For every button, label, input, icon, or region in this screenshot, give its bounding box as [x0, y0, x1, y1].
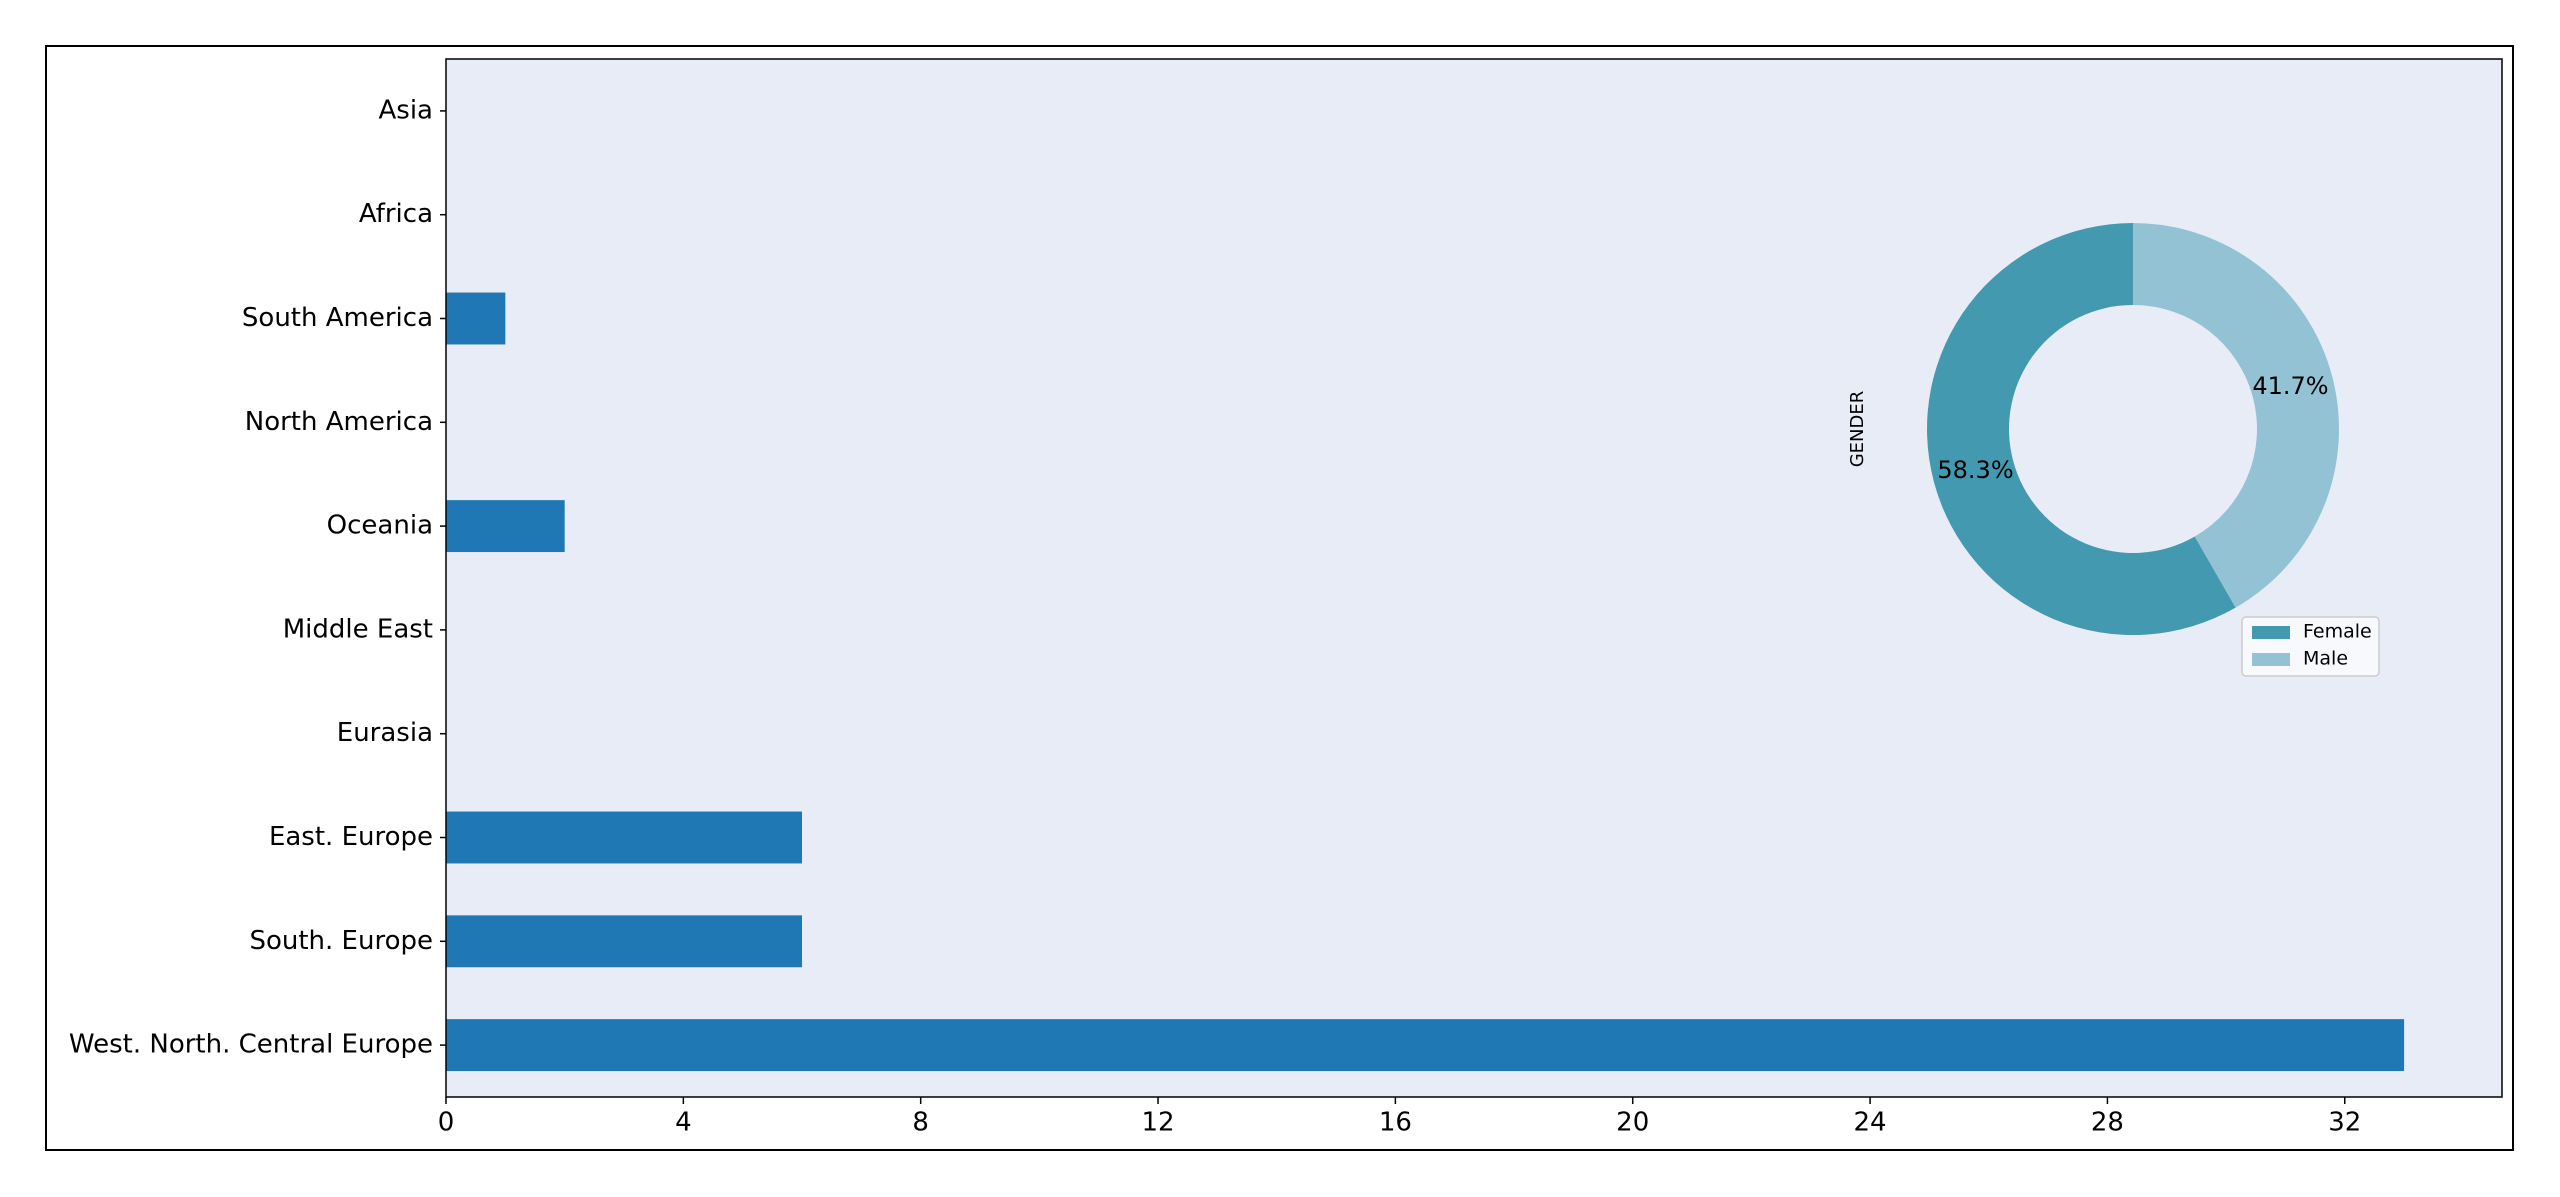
bar — [446, 811, 803, 864]
y-tick-label: Asia — [379, 95, 434, 125]
y-tick-label: West. North. Central Europe — [69, 1030, 433, 1060]
bar — [446, 915, 803, 968]
x-tick-label: 8 — [912, 1108, 929, 1138]
x-tick-label: 12 — [1141, 1108, 1174, 1138]
x-tick-label: 32 — [2328, 1108, 2361, 1138]
y-tick-label: Africa — [359, 199, 433, 229]
y-tick-label: South America — [242, 303, 433, 333]
y-tick-label: South. Europe — [249, 926, 433, 956]
legend-label: Male — [2303, 648, 2348, 670]
bar — [446, 1019, 2405, 1072]
x-tick-label: 4 — [675, 1108, 692, 1138]
bar — [446, 500, 565, 553]
plot-frame — [445, 58, 2503, 1098]
y-tick-label: East. Europe — [269, 822, 433, 852]
pie-wedge — [2133, 223, 2340, 608]
pie-ylabel: GENDER — [1847, 391, 1868, 468]
x-tick-label: 28 — [2091, 1108, 2124, 1138]
y-tick-label: Middle East — [283, 614, 433, 644]
x-tick-label: 0 — [438, 1108, 455, 1138]
y-tick-label: Oceania — [327, 511, 433, 541]
y-tick-label: North America — [245, 407, 433, 437]
pie-label: 58.3% — [1937, 456, 2013, 484]
x-tick-label: 16 — [1379, 1108, 1412, 1138]
pie-label: 41.7% — [2252, 372, 2328, 400]
legend-swatch — [2252, 626, 2290, 639]
x-tick-label: 24 — [1854, 1108, 1887, 1138]
x-tick-label: 20 — [1616, 1108, 1649, 1138]
pie-wedge — [1927, 223, 2236, 635]
y-tick-label: Eurasia — [337, 718, 433, 748]
bar — [446, 292, 506, 345]
legend-swatch — [2252, 653, 2290, 666]
legend-label: Female — [2303, 621, 2372, 643]
